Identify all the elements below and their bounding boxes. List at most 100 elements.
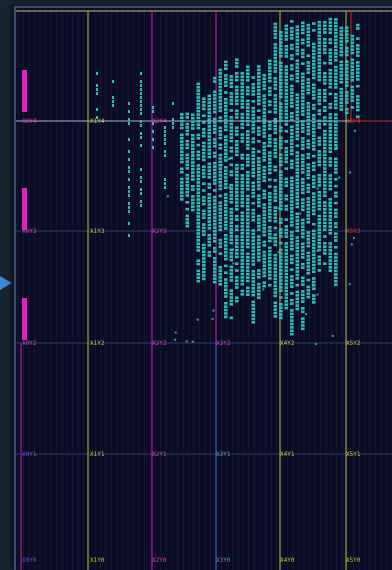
placed-cell xyxy=(284,112,289,116)
placed-cell xyxy=(218,245,223,249)
placed-cell xyxy=(229,75,234,78)
placed-cell xyxy=(328,85,333,89)
placed-cell xyxy=(339,70,344,74)
placed-cell xyxy=(220,164,223,167)
placed-cell xyxy=(328,21,333,24)
placed-cell xyxy=(140,96,142,99)
placed-cell xyxy=(246,232,250,235)
placed-cell xyxy=(350,51,355,55)
placed-cell xyxy=(251,123,256,127)
placed-cell xyxy=(240,191,245,194)
placed-cell xyxy=(140,192,142,195)
placed-cell xyxy=(312,69,316,73)
placed-cell xyxy=(240,293,245,296)
placed-cell xyxy=(196,194,201,198)
placed-cell xyxy=(224,172,228,176)
placed-cell xyxy=(218,99,223,102)
placed-cell xyxy=(246,286,250,290)
placed-cell xyxy=(273,196,278,199)
placed-cell xyxy=(251,321,256,324)
placed-cell xyxy=(202,155,206,158)
placed-cell xyxy=(301,188,305,191)
placed-cell xyxy=(306,64,311,68)
placed-cell xyxy=(317,255,322,259)
placed-cell xyxy=(306,173,311,177)
placed-cell xyxy=(128,170,130,173)
placed-cell xyxy=(251,242,256,246)
placed-cell xyxy=(207,155,212,159)
placed-cell xyxy=(140,168,142,171)
expand-arrow-icon[interactable] xyxy=(0,276,12,290)
placed-cell xyxy=(301,198,305,201)
placed-cell xyxy=(218,208,223,211)
clock-region-label: X3Y2 xyxy=(216,340,231,347)
placed-cell xyxy=(246,218,250,222)
placed-cell xyxy=(301,232,305,235)
placed-cell xyxy=(213,236,217,240)
placed-cell xyxy=(196,279,201,283)
placed-cell xyxy=(323,122,327,126)
device-floorplan-canvas[interactable] xyxy=(16,8,392,570)
placed-cell xyxy=(251,212,256,215)
placed-cell xyxy=(306,187,311,190)
placed-cell xyxy=(268,76,272,80)
placed-cell xyxy=(312,29,316,32)
placed-cell xyxy=(213,110,217,114)
placed-cell xyxy=(279,126,283,129)
placed-cell xyxy=(180,194,184,198)
placed-cell xyxy=(334,225,338,229)
placed-cell xyxy=(218,133,223,136)
placed-cell xyxy=(235,252,239,255)
placed-cell xyxy=(295,188,300,192)
placed-cell xyxy=(187,222,190,225)
placed-cell xyxy=(328,187,333,191)
placed-cell xyxy=(224,121,228,125)
placed-cell xyxy=(301,89,305,93)
placed-cell xyxy=(301,38,305,42)
placed-cell xyxy=(306,255,311,258)
placed-cell xyxy=(180,113,184,116)
placed-cell xyxy=(295,161,300,165)
placed-cell xyxy=(279,252,283,255)
placed-cell xyxy=(279,309,283,313)
placed-cell xyxy=(240,218,245,221)
placed-cell xyxy=(290,77,294,81)
placed-cell xyxy=(268,198,272,202)
placed-cell xyxy=(257,163,261,167)
placed-cell xyxy=(262,179,267,183)
placed-cells-layer xyxy=(96,17,360,346)
placed-cell xyxy=(301,41,305,45)
placed-cell xyxy=(240,180,245,184)
placed-cell xyxy=(273,36,278,39)
placed-cell xyxy=(312,195,316,199)
placed-cell xyxy=(196,106,201,109)
device-view-panel[interactable]: X0Y4 X1Y4 X2Y4 X5Y4 X0Y3 X1Y3 X2Y3 X5Y3 … xyxy=(14,6,392,570)
placed-cell xyxy=(284,65,289,68)
placed-cell xyxy=(290,207,294,210)
placed-cell xyxy=(290,33,294,37)
placed-cell xyxy=(328,130,333,133)
placed-cell xyxy=(128,210,130,213)
placed-cell xyxy=(218,174,223,177)
placed-cell xyxy=(229,200,234,204)
placed-cell xyxy=(290,142,294,146)
placed-cell xyxy=(295,158,300,161)
placed-cell xyxy=(323,224,327,228)
placed-cell xyxy=(328,24,333,28)
placed-cell xyxy=(290,162,294,166)
placed-cell xyxy=(251,310,256,314)
placed-cell xyxy=(284,306,289,310)
placed-cell xyxy=(207,227,212,230)
placed-cell xyxy=(229,207,234,211)
placed-cell xyxy=(235,276,239,279)
placed-cell xyxy=(279,160,283,163)
placed-cell xyxy=(339,47,344,50)
placed-cell xyxy=(290,309,294,312)
placed-cell xyxy=(290,152,294,156)
placed-cell xyxy=(328,208,333,211)
placed-cell xyxy=(301,296,305,300)
placed-cell xyxy=(235,102,239,106)
placed-cell xyxy=(140,136,142,139)
placed-cell xyxy=(235,146,239,150)
placed-cell xyxy=(224,193,228,196)
